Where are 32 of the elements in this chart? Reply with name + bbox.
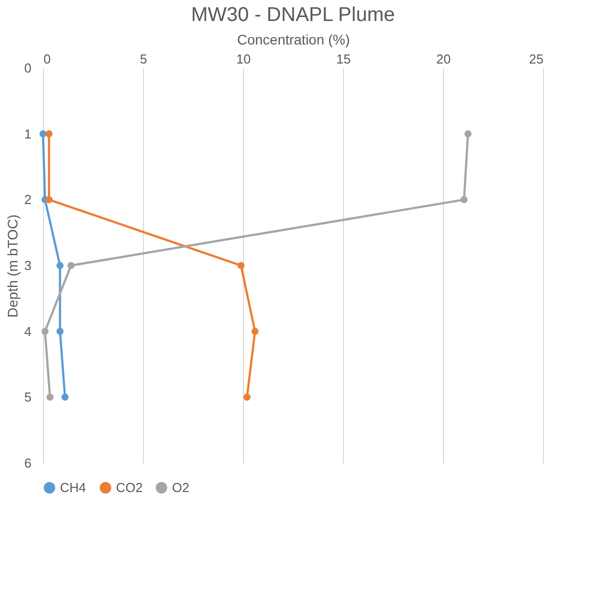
point (460, 196, 468, 204)
point (45, 130, 53, 138)
chart-title: MW30 - DNAPL Plume (191, 4, 395, 26)
x-tick-label: 20 (436, 52, 451, 66)
point (67, 262, 75, 270)
y-axis-title: Depth (m bTOC) (4, 214, 20, 318)
x-tick-label: 10 (236, 52, 251, 66)
point (237, 262, 245, 270)
point (46, 394, 54, 401)
point (243, 394, 251, 401)
legend-label: CH4 (60, 480, 86, 495)
x-tick-label: 5 (140, 52, 148, 66)
y-tick-label: 3 (24, 258, 32, 273)
point (61, 394, 69, 401)
legend-label: CO2 (116, 480, 143, 495)
point (45, 196, 53, 204)
point (39, 130, 47, 138)
x-tick-label: 15 (336, 52, 351, 66)
y-tick-label: 4 (24, 324, 32, 339)
x-tick-label: 0 (44, 52, 51, 66)
x-tick-label: 25 (529, 52, 544, 66)
point (251, 328, 259, 335)
legend-label: O2 (172, 480, 190, 495)
point (56, 328, 64, 335)
y-tick-label: 6 (24, 456, 32, 470)
point (41, 328, 49, 335)
y-tick-label: 1 (24, 126, 32, 142)
point (464, 130, 472, 138)
x-axis-title: Concentration (%) (237, 32, 350, 48)
point (56, 262, 64, 270)
y-tick-label: 5 (24, 390, 32, 405)
y-tick-label: 2 (24, 192, 32, 208)
